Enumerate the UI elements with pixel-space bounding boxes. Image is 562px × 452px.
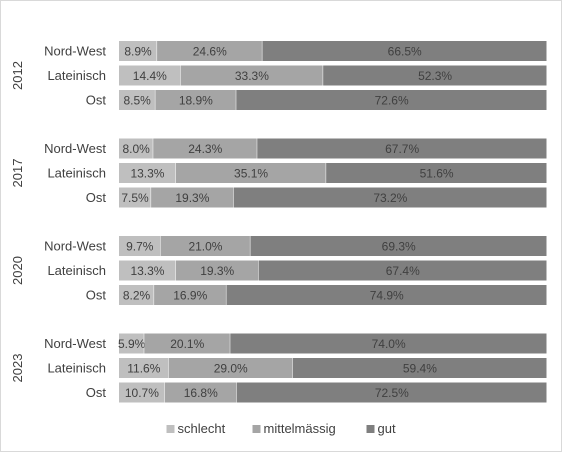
legend-swatch-schlecht [166,425,175,433]
bar-segment-mittelmässig [164,382,237,403]
bar-segment-mittelmässig [160,236,250,256]
bar-segment-schlecht [119,260,176,281]
bar-segment-mittelmässig [153,138,257,159]
bar-segment-schlecht [119,41,157,61]
bar-segment-gut [233,187,547,208]
legend-label-mittelmässig: mittelmässig [264,421,336,436]
bar-segment-mittelmässig [157,41,262,61]
data-label: 73.2% [373,191,407,205]
bar-segment-gut [226,285,547,305]
data-label: 20.1% [170,337,204,351]
legend-swatch-gut [366,425,375,433]
data-label: 8.2% [123,289,151,303]
bar-segment-mittelmässig [144,333,230,354]
bar-segment-gut [258,260,547,281]
group-label-2023: 2023 [10,354,25,383]
data-label: 69.3% [382,240,416,254]
data-label: 66.5% [388,45,422,59]
data-label: 8.9% [124,45,152,59]
category-label: Nord-West [44,44,106,59]
bar-segment-gut [326,163,547,183]
bar-segment-schlecht [119,90,155,110]
group-label-2020: 2020 [10,256,25,285]
data-label: 14.4% [133,69,167,83]
bar-segment-schlecht [119,382,165,403]
category-label: Ost [86,385,107,400]
data-label: 51.6% [420,167,454,181]
data-label: 24.6% [193,45,227,59]
bar-segment-schlecht [119,163,176,183]
category-label: Nord-West [44,141,106,156]
category-label: Ost [86,93,107,108]
bar-segment-schlecht [119,285,154,305]
category-label: Nord-West [44,239,106,254]
data-label: 35.1% [234,167,268,181]
bar-segment-mittelmässig [154,285,226,305]
legend-swatch-mittelmässig [252,425,261,433]
data-label: 74.0% [372,337,406,351]
data-label: 16.9% [173,289,207,303]
data-label: 11.6% [127,362,160,376]
bar-segment-mittelmässig [155,90,236,110]
data-label: 7.5% [121,191,149,205]
data-label: 19.3% [175,191,209,205]
bar-segment-gut [323,65,547,86]
data-label: 13.3% [130,264,164,278]
data-label: 67.4% [386,264,420,278]
data-label: 10.7% [125,386,159,400]
legend-label-gut: gut [378,421,396,436]
group-label-2017: 2017 [10,159,25,188]
bar-segment-schlecht [119,187,151,208]
data-label: 13.3% [130,167,164,181]
data-label: 8.0% [122,142,150,156]
data-label: 24.3% [188,142,222,156]
category-label: Lateinisch [47,263,106,278]
bar-segment-gut [262,41,547,61]
data-label: 5.9% [118,337,146,351]
bar-segment-mittelmässig [168,358,293,378]
bar-segment-schlecht [119,236,161,256]
category-label: Nord-West [44,336,106,351]
bar-segment-mittelmässig [175,260,259,281]
bar-segment-schlecht [119,65,181,86]
data-label: 16.8% [184,386,218,400]
category-label: Ost [86,288,107,303]
bar-segment-mittelmässig [180,65,323,86]
category-label: Ost [86,190,107,205]
bar-segment-mittelmässig [175,163,326,183]
data-label: 8.5% [124,94,152,108]
category-label: Lateinisch [47,361,106,376]
data-label: 18.9% [179,94,213,108]
bar-segment-mittelmässig [151,187,234,208]
bar-segment-gut [257,138,547,159]
bar-segment-schlecht [119,333,144,354]
data-label: 59.4% [403,362,437,376]
data-label: 19.3% [200,264,234,278]
group-label-2012: 2012 [10,61,25,90]
data-label: 21.0% [188,240,222,254]
data-label: 74.9% [370,289,404,303]
bar-segment-gut [230,333,547,354]
data-label: 72.5% [375,386,409,400]
legend-label-schlecht: schlecht [178,421,226,436]
bar-segment-gut [236,382,547,403]
data-label: 72.6% [375,94,409,108]
bar-segment-schlecht [119,138,153,159]
bar-segment-schlecht [119,358,169,378]
category-label: Lateinisch [47,166,106,181]
data-label: 67.7% [385,142,419,156]
data-label: 52.3% [418,69,452,83]
bar-segment-gut [250,236,547,256]
bar-segment-gut [292,358,547,378]
data-label: 29.0% [214,362,248,376]
category-label: Lateinisch [47,68,106,83]
bar-segment-gut [236,90,547,110]
data-label: 9.7% [126,240,154,254]
data-label: 33.3% [235,69,269,83]
